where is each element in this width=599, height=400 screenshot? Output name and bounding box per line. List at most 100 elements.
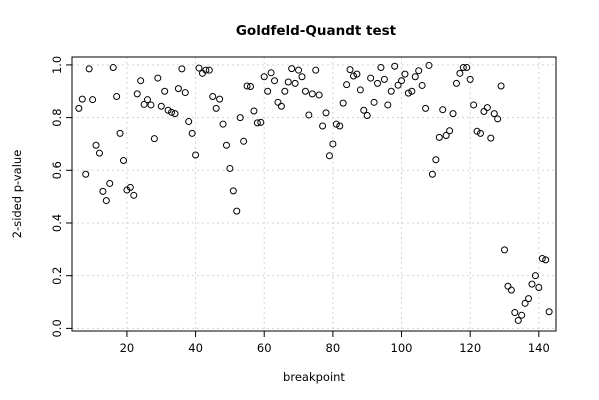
- data-points: [75, 61, 553, 324]
- data-point: [113, 93, 121, 101]
- data-point: [271, 77, 279, 85]
- data-point: [377, 64, 385, 72]
- data-point: [466, 75, 474, 83]
- data-point: [109, 64, 117, 72]
- data-point: [470, 101, 478, 109]
- x-axis: 20 40 60 80 100 120 140: [120, 331, 550, 355]
- data-point: [226, 164, 234, 172]
- x-tick-label: 20: [120, 341, 135, 355]
- data-point: [219, 120, 227, 128]
- data-point: [130, 191, 138, 199]
- data-point: [538, 255, 546, 263]
- data-point: [336, 122, 344, 130]
- data-point: [240, 137, 248, 145]
- data-point: [483, 104, 491, 112]
- data-point: [298, 73, 306, 81]
- data-point: [150, 135, 158, 143]
- data-point: [202, 66, 210, 74]
- data-point: [494, 115, 502, 123]
- data-point: [277, 102, 285, 110]
- data-point: [106, 179, 114, 187]
- y-axis: 0.0 0.2 0.4 0.6 0.8 1.0: [50, 56, 72, 338]
- data-point: [133, 90, 141, 98]
- data-point: [246, 83, 254, 91]
- data-point: [435, 133, 443, 141]
- data-point: [449, 110, 457, 118]
- y-tick-label: 0.2: [50, 267, 64, 285]
- data-point: [545, 308, 553, 316]
- data-point: [380, 75, 388, 83]
- data-point: [222, 141, 230, 149]
- data-point: [99, 187, 107, 195]
- y-tick-label: 1.0: [50, 56, 64, 74]
- data-point: [78, 95, 86, 103]
- data-point: [346, 66, 354, 74]
- data-point: [319, 122, 327, 130]
- data-point: [391, 62, 399, 70]
- data-point: [126, 183, 134, 191]
- data-point: [216, 95, 224, 103]
- x-tick-label: 60: [257, 341, 272, 355]
- data-point: [236, 114, 244, 122]
- data-point: [507, 286, 515, 294]
- data-point: [535, 284, 543, 292]
- data-point: [439, 106, 447, 114]
- plot-frame: [71, 56, 557, 332]
- data-point: [343, 81, 351, 89]
- data-point: [542, 256, 550, 264]
- data-point: [501, 246, 509, 254]
- y-tick-label: 0.8: [50, 108, 64, 126]
- data-point: [476, 129, 484, 137]
- data-point: [401, 70, 409, 78]
- data-point: [459, 64, 467, 72]
- data-point: [75, 104, 83, 112]
- grid-lines: [72, 57, 556, 331]
- data-point: [418, 81, 426, 89]
- data-point: [185, 118, 193, 126]
- data-point: [229, 187, 237, 195]
- data-point: [102, 197, 110, 205]
- data-point: [192, 151, 200, 159]
- y-tick-label: 0.4: [50, 214, 64, 232]
- data-point: [267, 69, 275, 77]
- data-point: [212, 104, 220, 112]
- data-point: [250, 107, 258, 115]
- x-tick-label: 120: [459, 341, 481, 355]
- data-point: [446, 127, 454, 135]
- data-point: [260, 73, 268, 81]
- data-point: [295, 66, 303, 74]
- x-tick-label: 80: [326, 341, 341, 355]
- data-point: [144, 96, 152, 104]
- data-point: [209, 93, 217, 101]
- data-point: [178, 65, 186, 73]
- data-point: [157, 102, 165, 110]
- data-point: [490, 110, 498, 118]
- data-point: [147, 101, 155, 109]
- data-point: [89, 96, 97, 104]
- data-point: [360, 106, 368, 114]
- data-point: [188, 129, 196, 137]
- data-point: [398, 77, 406, 85]
- data-point: [312, 66, 320, 74]
- x-axis-label: breakpoint: [283, 370, 345, 384]
- chart-title: Goldfeld-Quandt test: [236, 23, 397, 39]
- data-point: [181, 89, 189, 97]
- data-point: [82, 170, 90, 178]
- data-point: [264, 87, 272, 95]
- data-point: [253, 119, 261, 127]
- data-point: [332, 120, 340, 128]
- data-point: [329, 140, 337, 148]
- data-point: [480, 108, 488, 116]
- data-point: [305, 111, 313, 119]
- data-point: [308, 90, 316, 98]
- data-point: [428, 170, 436, 178]
- data-point: [284, 78, 292, 86]
- data-point: [233, 207, 241, 215]
- data-point: [140, 100, 148, 108]
- data-point: [411, 73, 419, 81]
- data-point: [374, 79, 382, 87]
- data-point: [511, 309, 519, 317]
- data-point: [487, 134, 495, 142]
- x-tick-label: 40: [188, 341, 203, 355]
